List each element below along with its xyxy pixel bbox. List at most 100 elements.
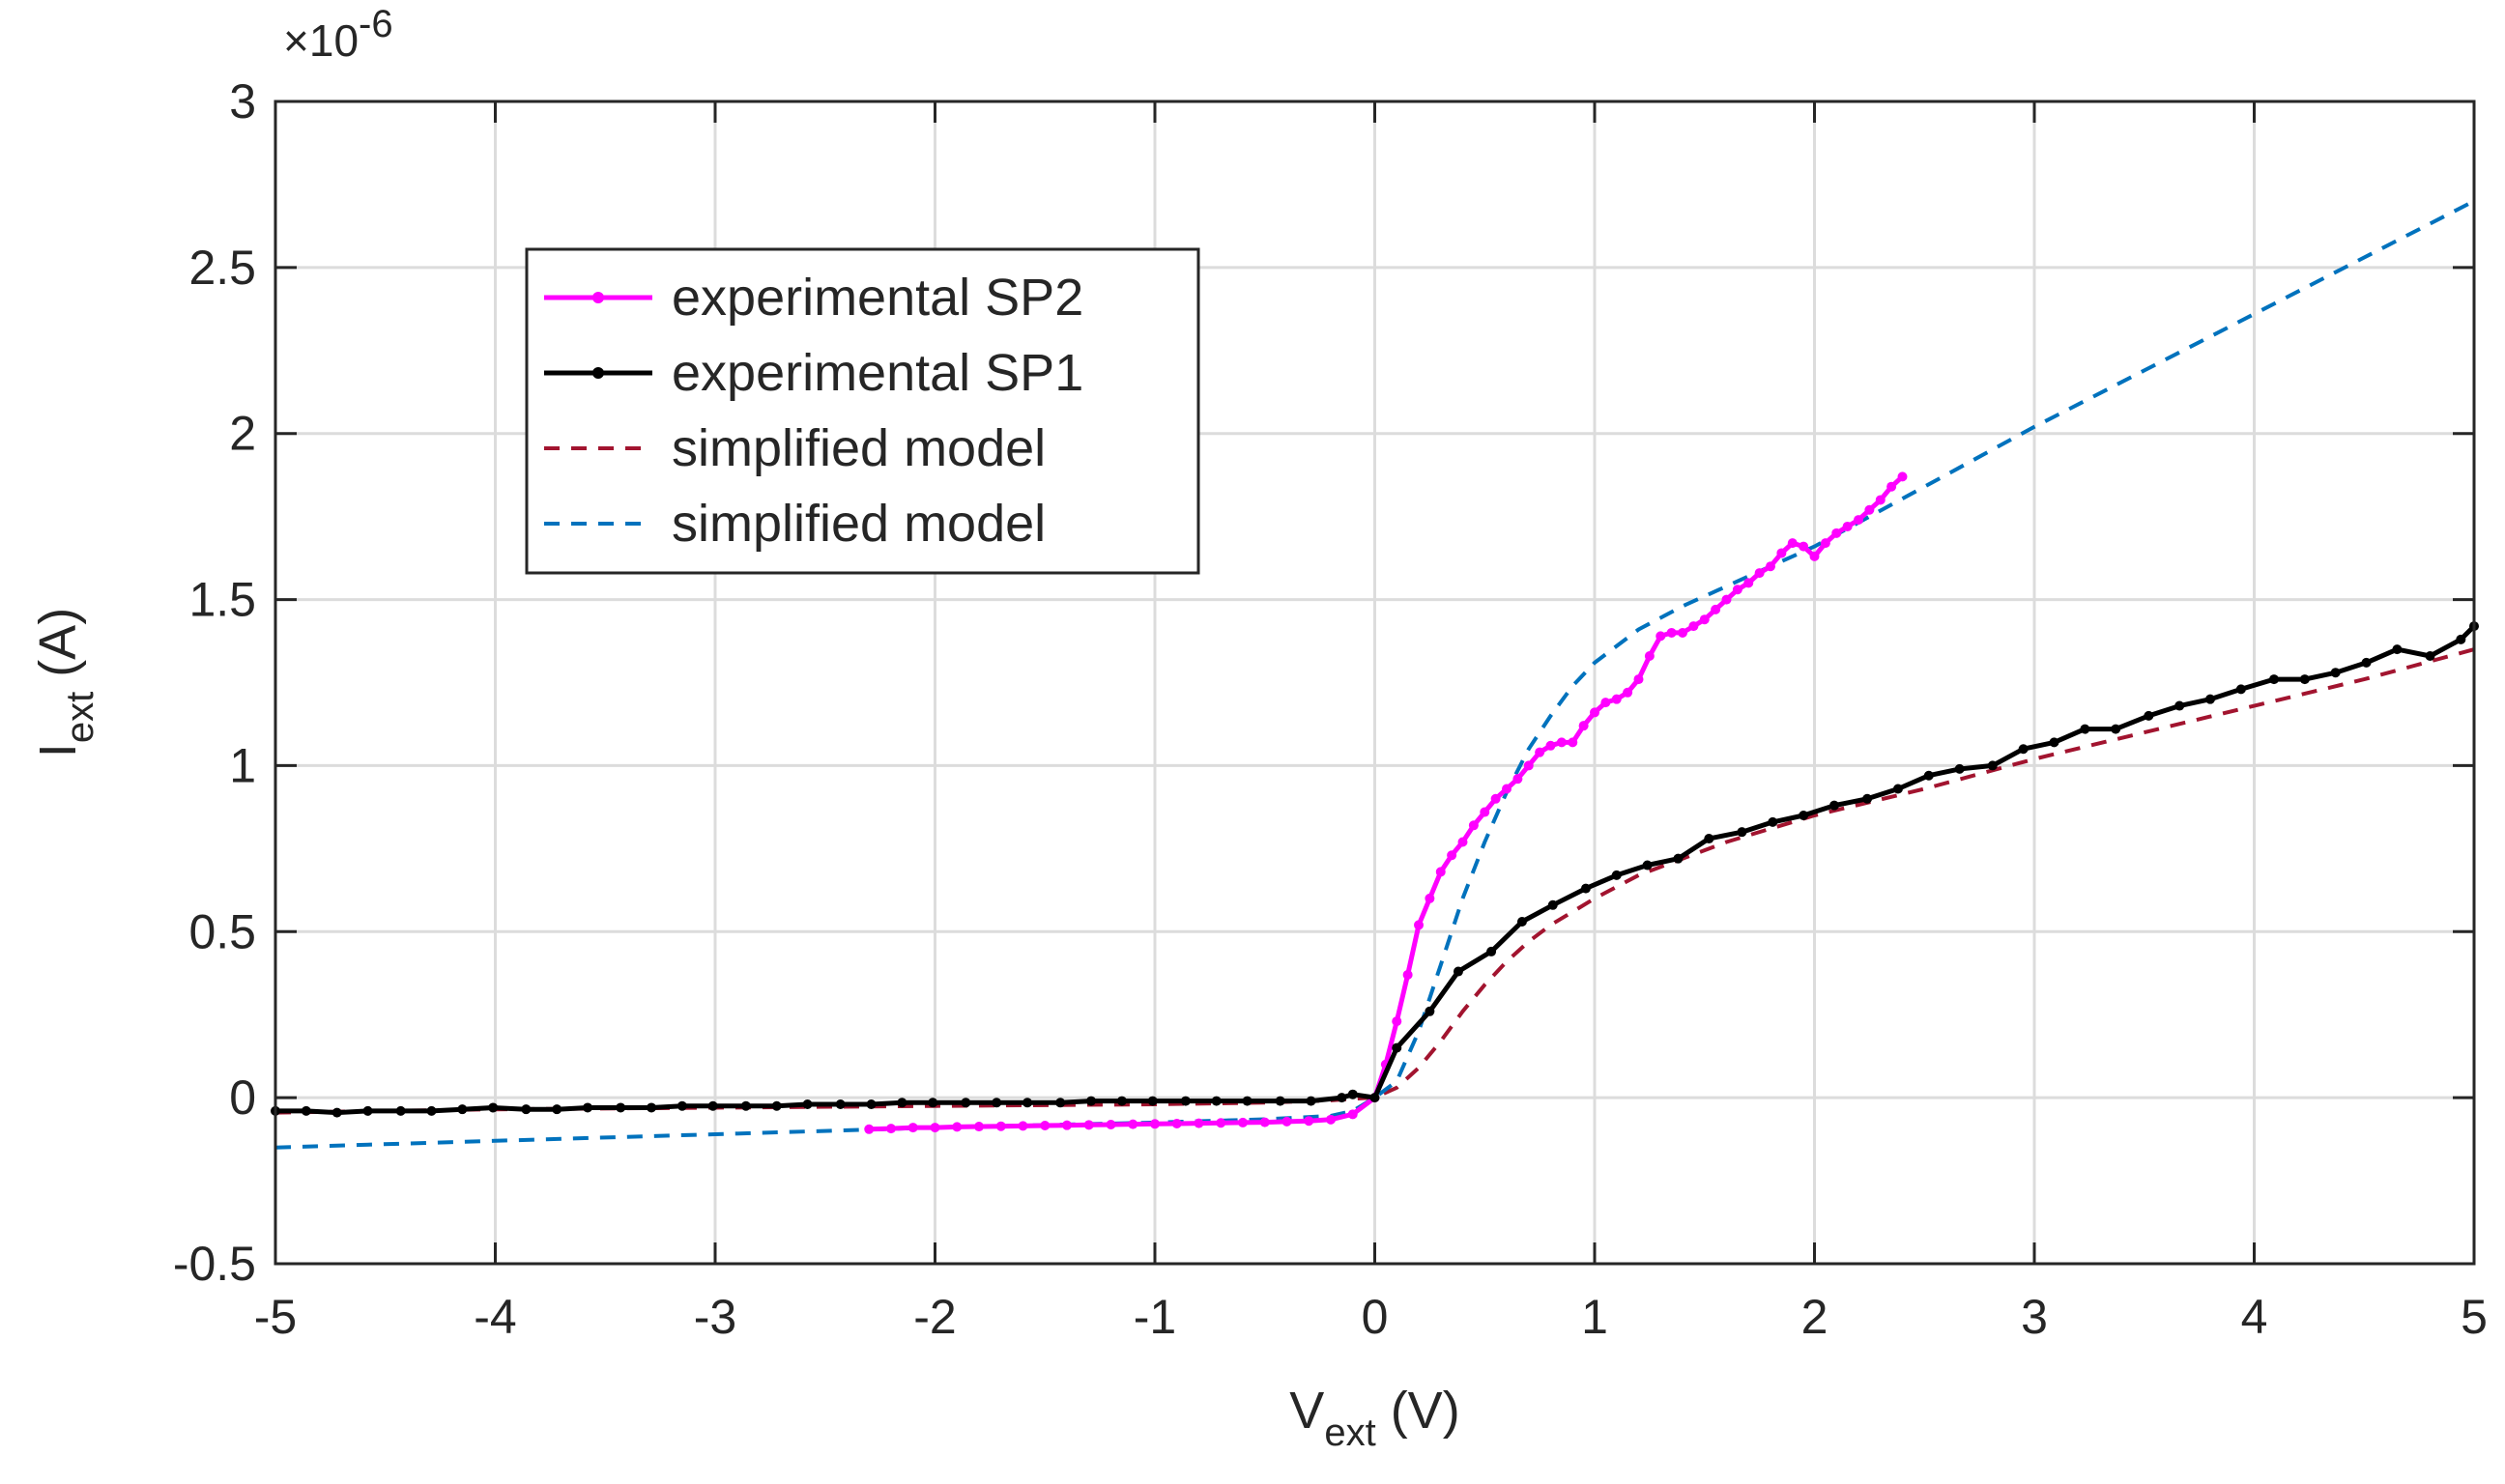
data-point <box>1194 1118 1204 1128</box>
data-point <box>707 1100 718 1111</box>
data-point <box>521 1104 532 1115</box>
data-point <box>2205 694 2215 704</box>
data-point <box>2392 644 2403 655</box>
data-point <box>1897 471 1908 482</box>
data-point <box>866 1099 877 1110</box>
data-point <box>1457 837 1468 847</box>
data-point <box>864 1124 875 1134</box>
y-exponent-prefix: ×10 <box>283 15 359 66</box>
data-point <box>1502 784 1512 794</box>
data-point <box>1447 850 1457 861</box>
data-point <box>1486 946 1497 956</box>
x-tick-label: 4 <box>2241 1290 2268 1344</box>
data-point <box>1886 481 1897 492</box>
data-point <box>2144 710 2154 721</box>
data-point <box>1828 800 1839 811</box>
data-point <box>1892 784 1903 794</box>
y-label-subscript: ext <box>59 692 101 743</box>
data-point <box>2080 724 2090 734</box>
data-point <box>1147 1096 1158 1106</box>
data-point <box>1022 1098 1033 1108</box>
data-point <box>1842 521 1853 531</box>
data-point <box>2330 668 2341 678</box>
legend: experimental SP2 experimental SP1 simplifi… <box>525 247 1200 575</box>
x-tick-label: 2 <box>1801 1290 1828 1344</box>
data-point <box>457 1104 468 1115</box>
y-tick-label: 2.5 <box>188 241 256 295</box>
data-point <box>802 1099 813 1110</box>
data-point <box>2049 737 2059 748</box>
data-point <box>2299 674 2310 685</box>
data-point <box>1732 585 1742 595</box>
data-point <box>1259 1117 1270 1127</box>
data-point <box>740 1100 751 1111</box>
data-point <box>1242 1096 1252 1106</box>
data-point <box>1392 1042 1402 1053</box>
x-tick-label: -4 <box>474 1290 516 1344</box>
data-point <box>1820 538 1830 549</box>
data-point <box>1171 1118 1182 1128</box>
data-point <box>1721 594 1732 605</box>
x-tick-label: 5 <box>2461 1290 2488 1344</box>
data-point <box>1425 1006 1435 1016</box>
data-point <box>1480 807 1490 817</box>
data-point <box>771 1100 782 1111</box>
data-point <box>1766 561 1775 572</box>
data-point <box>1535 747 1545 757</box>
data-point <box>1116 1096 1127 1106</box>
data-point <box>1425 893 1435 903</box>
data-point <box>995 1121 1006 1131</box>
data-point <box>1611 870 1622 880</box>
y-tick-label: 1 <box>229 738 256 792</box>
x-tick-label: -3 <box>694 1290 736 1344</box>
data-point <box>1704 834 1714 844</box>
data-point <box>1556 737 1567 748</box>
data-point <box>1699 614 1710 625</box>
y-exponent-power: -6 <box>359 3 393 45</box>
data-point <box>1864 504 1875 515</box>
data-point <box>1211 1096 1222 1106</box>
data-point <box>1954 763 1965 774</box>
y-tick-label: -0.5 <box>173 1237 256 1291</box>
data-point <box>1150 1119 1160 1129</box>
legend-label: experimental SP1 <box>672 344 1083 402</box>
y-axis-exponent: ×10-6 <box>283 3 393 66</box>
x-tick-label: 3 <box>2021 1290 2048 1344</box>
data-point <box>1673 853 1684 864</box>
data-point <box>1326 1114 1336 1125</box>
data-point <box>1862 793 1873 804</box>
data-point <box>2361 657 2372 668</box>
data-point <box>677 1100 687 1111</box>
data-point <box>1642 860 1653 870</box>
data-point <box>426 1105 437 1116</box>
data-point <box>1568 737 1578 748</box>
data-point <box>1083 1120 1094 1130</box>
data-point <box>1055 1098 1066 1108</box>
data-point <box>1128 1119 1138 1129</box>
data-point <box>1809 551 1820 561</box>
data-point <box>1306 1096 1316 1106</box>
y-tick-label: 0.5 <box>188 904 256 958</box>
data-point <box>1453 966 1463 977</box>
data-point <box>1490 793 1501 804</box>
data-point <box>1347 1109 1358 1120</box>
data-point <box>1875 495 1886 505</box>
y-tick-label: 2 <box>229 407 256 461</box>
data-point <box>1611 694 1622 704</box>
data-point <box>1787 538 1798 549</box>
data-point <box>1040 1121 1051 1131</box>
data-point <box>1545 740 1556 751</box>
y-axis-label: Iext (A) <box>29 608 101 757</box>
data-point <box>1923 770 1934 781</box>
data-point <box>1281 1116 1292 1127</box>
data-point <box>1018 1121 1028 1131</box>
data-point <box>1238 1117 1248 1127</box>
data-point <box>1337 1093 1347 1103</box>
data-point <box>1831 528 1842 538</box>
data-point <box>1711 604 1721 614</box>
data-point <box>1347 1089 1358 1099</box>
data-point <box>395 1105 406 1116</box>
data-point <box>961 1098 971 1108</box>
